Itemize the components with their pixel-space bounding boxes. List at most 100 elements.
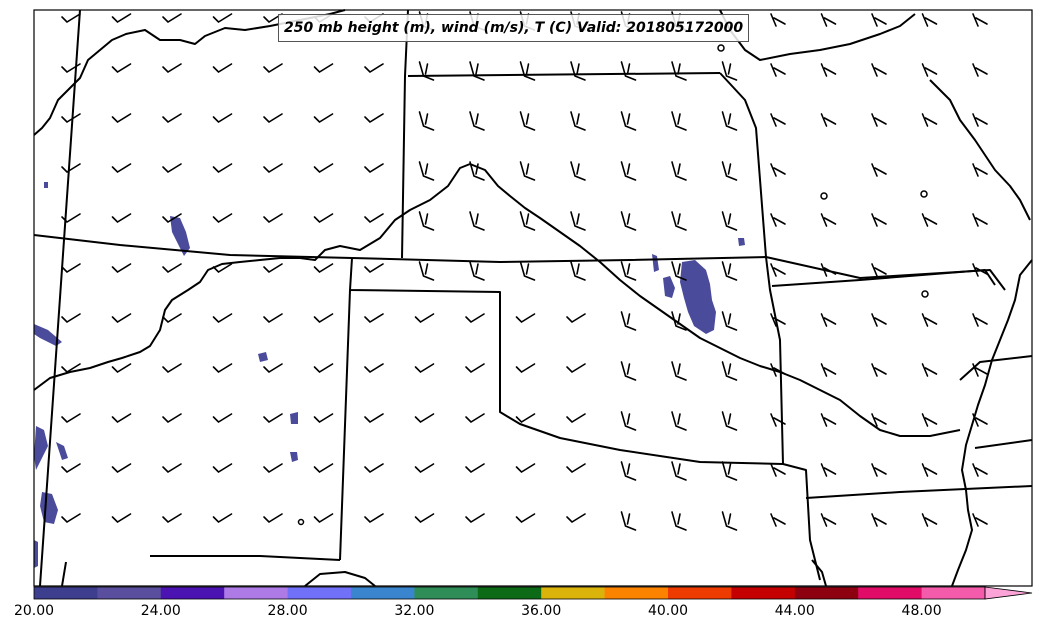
wind-barb <box>162 313 182 324</box>
temperature-blob <box>738 238 745 246</box>
calm-circle <box>920 190 928 198</box>
wind-barb <box>820 313 837 327</box>
wind-barb <box>61 63 81 74</box>
wind-barb <box>61 463 81 474</box>
wind-barb <box>820 113 837 127</box>
wind-barb <box>820 463 837 477</box>
wind-barb <box>465 413 485 424</box>
wind-barb <box>921 463 938 477</box>
wind-barb <box>671 311 687 331</box>
wind-barb <box>212 413 233 424</box>
wind-barb <box>212 263 233 274</box>
wind-barb <box>515 413 536 424</box>
wind-barb <box>770 413 786 427</box>
wind-barb <box>364 63 384 74</box>
wind-barb <box>414 513 435 524</box>
temperature-blob <box>290 452 298 462</box>
wind-barb <box>871 63 887 77</box>
wind-barb <box>972 513 988 527</box>
colorbar-tick-label: 28.00 <box>267 603 308 619</box>
temperature-blob <box>34 324 62 346</box>
wind-barb <box>364 313 384 324</box>
wind-barb <box>519 211 536 231</box>
wind-barb <box>313 313 334 324</box>
wind-barb <box>515 363 536 374</box>
wind-barb <box>721 211 738 231</box>
wind-barb <box>469 211 485 231</box>
colorbar-segment <box>921 587 986 599</box>
wind-barb <box>871 463 887 477</box>
colorbar-segment <box>477 587 542 599</box>
wind-barb <box>570 161 586 181</box>
wind-barb <box>671 361 687 381</box>
wind-barb <box>721 161 738 181</box>
calm-circle <box>717 44 725 52</box>
wind-barb <box>61 213 81 224</box>
wind-barb <box>921 213 938 227</box>
wind-barb <box>313 213 334 224</box>
colorbar-extend-arrow <box>984 586 1033 600</box>
temperature-blob <box>34 540 38 568</box>
wind-barb <box>313 463 334 474</box>
wind-barb <box>921 513 938 527</box>
temperature-blob <box>652 254 659 272</box>
wind-barb <box>871 513 887 527</box>
wind-barb <box>469 61 485 81</box>
wind-barb <box>721 411 738 431</box>
wind-barb <box>162 113 182 124</box>
wind-barb <box>921 313 938 327</box>
wind-barb <box>263 63 283 74</box>
wind-barb <box>671 511 687 531</box>
wind-barb <box>721 511 738 531</box>
colorbar-segment <box>351 587 415 599</box>
wind-barb <box>111 213 132 224</box>
wind-barb <box>418 161 435 181</box>
wind-barb <box>313 363 334 374</box>
wind-barb <box>820 13 837 27</box>
wind-barb <box>566 363 586 374</box>
wind-barb <box>212 463 233 474</box>
wind-barb <box>566 463 586 474</box>
wind-barb <box>972 463 988 477</box>
wind-barb <box>770 63 786 77</box>
wind-barb <box>469 261 485 281</box>
wind-barb <box>871 163 887 177</box>
colorbar-tick-label: 32.00 <box>394 603 435 619</box>
wind-barb <box>570 61 586 81</box>
calm-markers <box>297 44 929 526</box>
wind-barb <box>921 363 938 377</box>
calm-circle <box>820 192 828 200</box>
wind-barb <box>162 163 182 174</box>
wind-barb <box>465 363 485 374</box>
temperature-blob <box>663 276 675 298</box>
wind-barb <box>871 113 887 127</box>
wind-barb <box>364 513 384 524</box>
wind-barb <box>770 463 786 477</box>
wind-barb <box>519 161 536 181</box>
wind-barb <box>721 111 738 131</box>
wind-barb <box>212 163 233 174</box>
wind-barb <box>212 13 233 24</box>
wind-barb <box>61 413 81 424</box>
wind-barb <box>671 111 687 131</box>
wind-barb <box>111 413 132 424</box>
colorbar-tick-label: 44.00 <box>774 603 815 619</box>
temperature-blob <box>34 426 48 470</box>
wind-barb <box>162 213 182 224</box>
wind-barb <box>921 413 938 427</box>
wind-barb <box>263 113 283 124</box>
wind-barb <box>671 211 687 231</box>
wind-barb <box>212 513 233 524</box>
wind-barb <box>871 13 887 27</box>
wind-barb <box>515 313 536 324</box>
wind-barb <box>364 113 384 124</box>
wind-barb <box>519 261 536 281</box>
wind-barb <box>313 63 334 74</box>
colorbar-segment <box>794 587 859 599</box>
wind-barb <box>263 13 283 24</box>
temperature-shading <box>34 182 745 568</box>
wind-barb <box>465 513 485 524</box>
wind-barb <box>364 213 384 224</box>
colorbar-tick-label: 24.00 <box>140 603 181 619</box>
